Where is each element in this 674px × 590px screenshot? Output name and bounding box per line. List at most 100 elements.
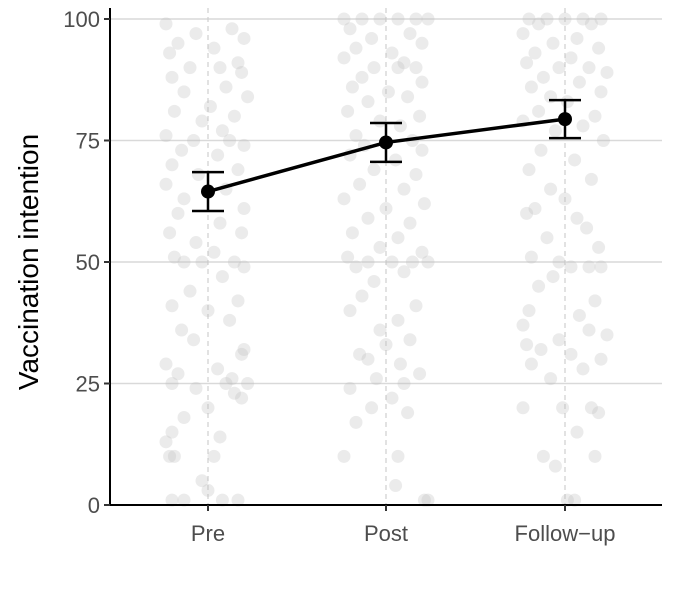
raw-point — [403, 333, 417, 347]
raw-point — [175, 323, 189, 337]
raw-point — [534, 143, 548, 157]
raw-point — [385, 46, 399, 60]
raw-point — [576, 12, 590, 26]
y-tick-label: 100 — [63, 7, 100, 32]
raw-point — [584, 172, 598, 186]
raw-point — [171, 367, 185, 381]
raw-point — [237, 31, 251, 45]
raw-point — [552, 61, 566, 75]
raw-point — [367, 163, 381, 177]
raw-point — [397, 265, 411, 279]
y-tick-label: 75 — [76, 129, 100, 154]
raw-point — [548, 459, 562, 473]
raw-point — [159, 17, 173, 31]
mean-point — [558, 112, 572, 127]
raw-point — [231, 163, 245, 177]
raw-point — [183, 284, 197, 298]
raw-point — [213, 61, 227, 75]
raw-point — [215, 270, 229, 284]
raw-point — [237, 138, 251, 152]
raw-point — [391, 231, 405, 245]
raw-point — [231, 56, 245, 70]
raw-point — [421, 255, 435, 269]
raw-point — [171, 206, 185, 220]
raw-point — [584, 401, 598, 415]
raw-point — [560, 493, 574, 507]
raw-point — [159, 357, 173, 371]
raw-point — [570, 425, 584, 439]
raw-point — [381, 85, 395, 99]
y-axis-title: Vaccination intention — [13, 134, 44, 390]
raw-point — [588, 294, 602, 308]
raw-point — [227, 109, 241, 123]
raw-point — [379, 202, 393, 216]
raw-point — [576, 362, 590, 376]
raw-point — [592, 406, 606, 420]
x-tick-label: Pre — [191, 521, 225, 546]
raw-point — [225, 372, 239, 386]
x-tick-label: Follow−up — [515, 521, 616, 546]
raw-point — [195, 255, 209, 269]
raw-point — [524, 250, 538, 264]
raw-point — [558, 192, 572, 206]
raw-point — [544, 182, 558, 196]
raw-point — [165, 425, 179, 439]
raw-point — [361, 255, 375, 269]
raw-point — [201, 483, 215, 497]
raw-point — [556, 401, 570, 415]
raw-point — [385, 255, 399, 269]
raw-point — [355, 289, 369, 303]
raw-point — [540, 231, 554, 245]
raw-point — [415, 75, 429, 89]
raw-point — [241, 90, 255, 104]
raw-point — [389, 153, 403, 167]
raw-point — [227, 255, 241, 269]
raw-point — [564, 260, 578, 274]
raw-point — [211, 148, 225, 162]
raw-point — [241, 377, 255, 390]
raw-point — [391, 313, 405, 327]
raw-point — [171, 36, 185, 50]
raw-point — [159, 129, 173, 143]
raw-point — [361, 352, 375, 366]
raw-point — [546, 36, 560, 50]
raw-point — [215, 124, 229, 138]
raw-point — [189, 27, 203, 41]
raw-point — [536, 449, 550, 463]
raw-point — [163, 226, 177, 240]
raw-point — [532, 104, 546, 118]
mean-series — [192, 98, 581, 213]
raw-point — [195, 474, 209, 488]
raw-point — [588, 109, 602, 123]
raw-point — [391, 61, 405, 75]
raw-point — [520, 56, 534, 70]
raw-point — [177, 493, 191, 507]
raw-point — [409, 61, 423, 75]
raw-point — [594, 352, 608, 366]
raw-points — [159, 12, 614, 507]
raw-point — [183, 61, 197, 75]
raw-point — [237, 260, 251, 274]
raw-point — [391, 12, 405, 26]
raw-point — [534, 342, 548, 356]
raw-point — [223, 134, 237, 147]
raw-point — [361, 95, 375, 109]
raw-point — [177, 85, 191, 99]
raw-point — [367, 61, 381, 75]
raw-point — [572, 75, 586, 89]
raw-point — [337, 51, 351, 65]
raw-point — [225, 22, 239, 36]
raw-point — [231, 294, 245, 308]
raw-point — [189, 236, 203, 250]
raw-point — [397, 56, 411, 70]
raw-point — [413, 109, 427, 123]
mean-point — [379, 135, 393, 150]
raw-point — [582, 61, 596, 75]
raw-point — [417, 197, 431, 211]
raw-point — [163, 449, 177, 463]
raw-point — [165, 70, 179, 84]
x-tick-label: Post — [364, 521, 408, 546]
raw-point — [568, 153, 582, 167]
raw-point — [207, 245, 221, 259]
